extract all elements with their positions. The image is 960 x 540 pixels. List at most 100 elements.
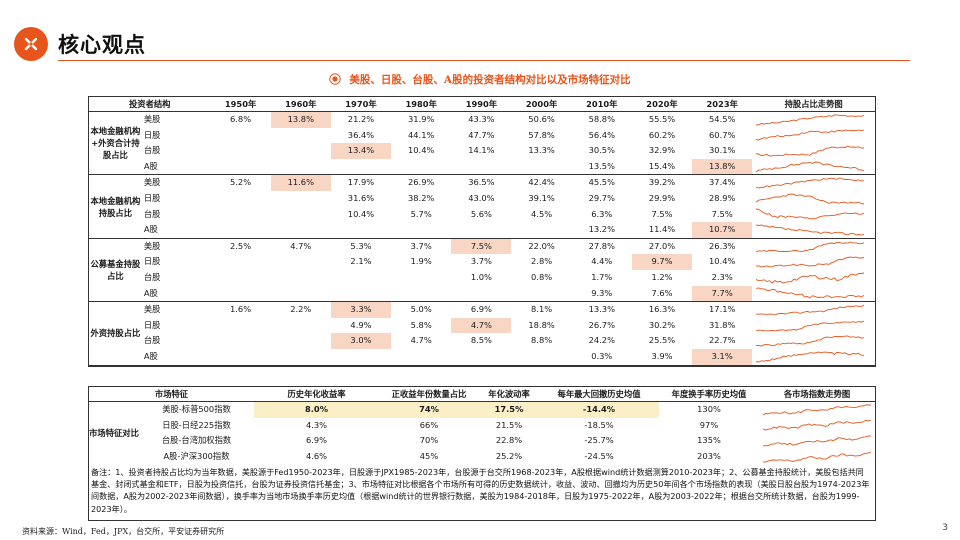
sparkline-path (756, 256, 865, 268)
value-cell: -14.4% (539, 401, 660, 418)
value-cell: 60.2% (648, 129, 676, 140)
value-cell: 11.4% (631, 222, 693, 239)
value-cell: 30.5% (588, 145, 615, 156)
value-cell (451, 158, 512, 176)
value-cell: 32.9% (648, 145, 676, 156)
value-cell: 1.0% (470, 271, 492, 282)
index-name: 美股-标普500指数 (162, 404, 231, 414)
value-cell (330, 348, 392, 366)
value-cell: 2.8% (531, 256, 553, 267)
sparkline (756, 145, 865, 157)
sparkline-path (762, 435, 872, 447)
sparkline (756, 272, 865, 284)
value-cell: 13.8% (270, 111, 331, 128)
trend-chart-cell (752, 254, 875, 270)
value-cell: 8.5% (470, 335, 492, 346)
value-cell: 36.5% (468, 177, 495, 188)
table-caption: 美股、日股、台股、A股的投资者结构对比以及市场特征对比 (0, 72, 960, 88)
value-cell: 1.9% (410, 256, 432, 267)
value-cell: 43.0% (468, 192, 495, 203)
value-cell (331, 270, 391, 286)
value-cell (391, 285, 452, 303)
index-name: A股-沪深300指数 (163, 450, 230, 461)
value-cell (511, 222, 572, 239)
col-header: 历史年化收益率 (254, 387, 380, 402)
trend-chart-cell (752, 175, 875, 191)
value-cell: 17.5% (479, 401, 540, 418)
market-name: 日股 (143, 129, 161, 140)
value-cell: 13.5% (571, 158, 632, 176)
value-cell: 24.2% (588, 335, 615, 346)
value-cell: 22.0% (528, 240, 555, 251)
index-chart-cell (759, 449, 875, 465)
sparkline (762, 435, 872, 447)
market-name: 台股 (143, 271, 161, 282)
value-cell: 36.4% (347, 129, 375, 140)
sparkline (756, 208, 865, 220)
value-cell: 7.7% (692, 285, 753, 303)
sparkline (756, 287, 865, 299)
value-cell (210, 254, 270, 270)
sparkline (756, 161, 865, 172)
value-cell: 55.5% (648, 114, 676, 124)
value-cell: 9.3% (571, 285, 632, 303)
value-cell: 10.7% (692, 222, 753, 239)
trend-chart-cell (752, 207, 875, 223)
value-cell: 5.6% (470, 208, 492, 219)
value-cell (210, 207, 270, 223)
value-cell: 4.6% (305, 450, 328, 461)
value-cell: 29.9% (648, 192, 676, 203)
value-cell: 16.3% (648, 304, 676, 315)
value-cell: 42.4% (528, 177, 555, 188)
value-cell: 25.5% (648, 335, 676, 346)
value-cell: 5.8% (410, 319, 432, 330)
group-label: 外资持股占比 (89, 301, 142, 366)
value-cell: 2.3% (711, 271, 733, 282)
sparkline-path (756, 114, 865, 126)
col-header: 1970年 (330, 97, 392, 112)
trend-chart-cell (752, 143, 875, 159)
value-cell (271, 207, 331, 223)
col-header: 正收益年份数量占比 (379, 387, 480, 402)
holdings-row: 日股 2.1% 1.9% 3.7% 2.8% 4.4% 9.7% 10.4% (89, 254, 875, 270)
holdings-row: 日股 4.9% 5.8% 4.7% 18.8% 26.7% 30.2% 31.8% (89, 317, 875, 334)
value-cell: 10.4% (709, 256, 736, 267)
market-name: A股 (141, 158, 211, 176)
sparkline (756, 320, 865, 331)
value-cell: 27.0% (648, 240, 676, 251)
trend-chart-cell (752, 270, 875, 286)
trend-chart-cell (752, 238, 875, 254)
value-cell (511, 348, 572, 366)
value-cell: 9.7% (631, 254, 693, 270)
value-cell: 4.9% (350, 319, 372, 330)
value-cell: 43.3% (468, 114, 495, 124)
value-cell (270, 158, 331, 176)
market-row: 日股-日经225指数 4.3% 66% 21.5% -18.5% 97% (89, 418, 875, 434)
logo-badge (14, 27, 48, 61)
value-cell (391, 270, 451, 286)
sparkline-path (756, 193, 865, 205)
value-cell (391, 348, 452, 366)
value-cell: 31.8% (709, 319, 736, 330)
col-header: 1990年 (451, 97, 512, 112)
sparkline (762, 451, 872, 463)
value-cell (511, 285, 572, 303)
holdings-row: A股 9.3% 7.6% 7.7% (89, 285, 875, 303)
value-cell: 26.7% (588, 319, 615, 330)
value-cell: 21.5% (495, 419, 523, 430)
value-cell (391, 222, 452, 239)
cross-icon (24, 37, 38, 51)
value-cell: 13.3% (528, 145, 555, 156)
value-cell: 66% (419, 419, 439, 430)
value-cell (270, 285, 331, 303)
value-cell (210, 128, 270, 144)
value-cell: 29.7% (588, 192, 615, 203)
col-header: 投资者结构 (89, 97, 211, 112)
value-cell: 5.3% (350, 240, 372, 251)
value-cell: 5.7% (410, 208, 432, 219)
holdings-row: 台股 3.0% 4.7% 8.5% 8.8% 24.2% 25.5% 22.7% (89, 333, 875, 349)
index-chart-cell (759, 402, 875, 418)
value-cell: 70% (419, 435, 439, 446)
value-cell: 50.6% (528, 114, 555, 124)
market-name: A股 (141, 285, 211, 303)
